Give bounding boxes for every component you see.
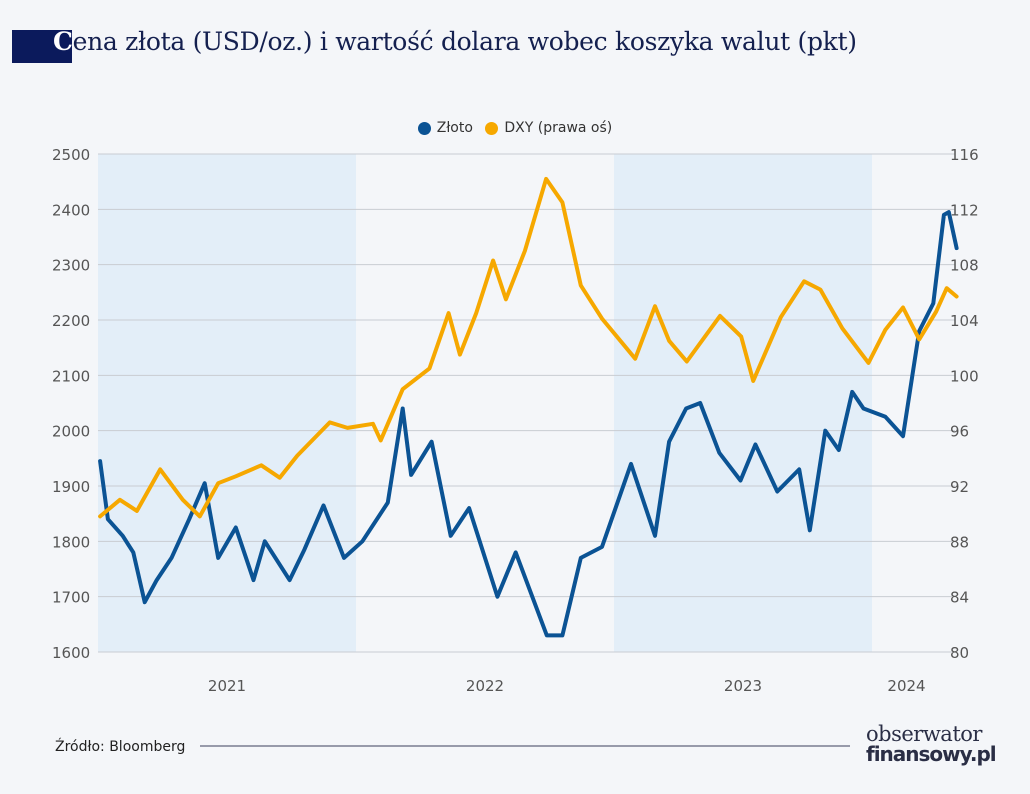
right-tick-label: 84 — [950, 589, 969, 607]
right-tick-label: 104 — [950, 312, 979, 330]
left-tick-label: 2300 — [52, 257, 90, 275]
right-tick-label: 108 — [950, 257, 979, 275]
left-tick-label: 2500 — [52, 146, 90, 164]
right-tick-label: 92 — [950, 478, 969, 496]
right-tick-label: 116 — [950, 146, 979, 164]
x-tick-label: 2024 — [887, 677, 925, 695]
title-accent-box — [12, 30, 72, 63]
legend-marker-dxy — [485, 121, 499, 135]
right-tick-label: 80 — [950, 644, 969, 662]
shaded-band-2021 — [98, 154, 356, 652]
gold-price-line — [98, 210, 959, 638]
left-tick-label: 2400 — [52, 201, 90, 219]
chart-title: Cena złota (USD/oz.) i wartość dolara wo… — [53, 27, 857, 56]
title-text: ena złota (USD/oz.) i wartość dolara wob… — [72, 27, 857, 56]
shaded-band-2023 — [614, 154, 872, 652]
legend-marker-gold — [417, 121, 431, 135]
left-tick-label: 1800 — [52, 533, 90, 551]
legend-label-dxy: DXY (prawa oś) — [504, 120, 613, 136]
legend-item-dxy: DXY (prawa oś) — [485, 120, 612, 136]
left-tick-label: 2100 — [52, 367, 90, 385]
dxy-line — [98, 176, 959, 519]
legend-label-gold: Złoto — [436, 120, 473, 136]
left-tick-label: 2200 — [52, 312, 90, 330]
x-tick-label: 2023 — [724, 677, 762, 695]
left-tick-label: 1600 — [52, 644, 90, 662]
legend-item-gold: Złoto — [417, 120, 473, 136]
title-first-letter: C — [53, 27, 73, 56]
right-tick-label: 88 — [950, 533, 969, 551]
x-tick-label: 2022 — [466, 677, 504, 695]
x-tick-label: 2021 — [208, 677, 246, 695]
legend: Złoto DXY (prawa oś) — [0, 120, 1030, 139]
left-tick-label: 2000 — [52, 423, 90, 441]
right-tick-label: 100 — [950, 367, 979, 385]
left-tick-label: 1700 — [52, 589, 90, 607]
right-tick-label: 96 — [950, 423, 969, 441]
brand-logo: obserwator finansowy.pl — [866, 722, 997, 766]
source-note: Źródło: Bloomberg — [55, 739, 186, 755]
logo-line-2: finansowy.pl — [866, 742, 997, 766]
left-tick-label: 1900 — [52, 478, 90, 496]
logo-line-1: obserwator — [866, 722, 982, 746]
right-tick-label: 112 — [950, 201, 979, 219]
